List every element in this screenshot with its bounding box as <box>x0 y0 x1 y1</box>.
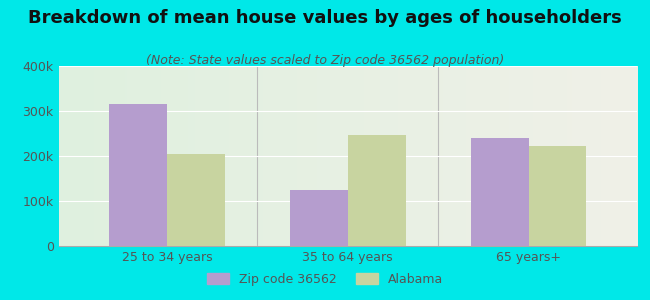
Legend: Zip code 36562, Alabama: Zip code 36562, Alabama <box>202 268 448 291</box>
Bar <box>290 190 348 246</box>
Bar <box>167 154 225 246</box>
Text: (Note: State values scaled to Zip code 36562 population): (Note: State values scaled to Zip code 3… <box>146 54 504 67</box>
Text: Breakdown of mean house values by ages of householders: Breakdown of mean house values by ages o… <box>28 9 622 27</box>
Bar <box>348 135 406 246</box>
Bar <box>471 138 528 246</box>
Bar <box>109 104 167 246</box>
Bar <box>528 146 586 246</box>
